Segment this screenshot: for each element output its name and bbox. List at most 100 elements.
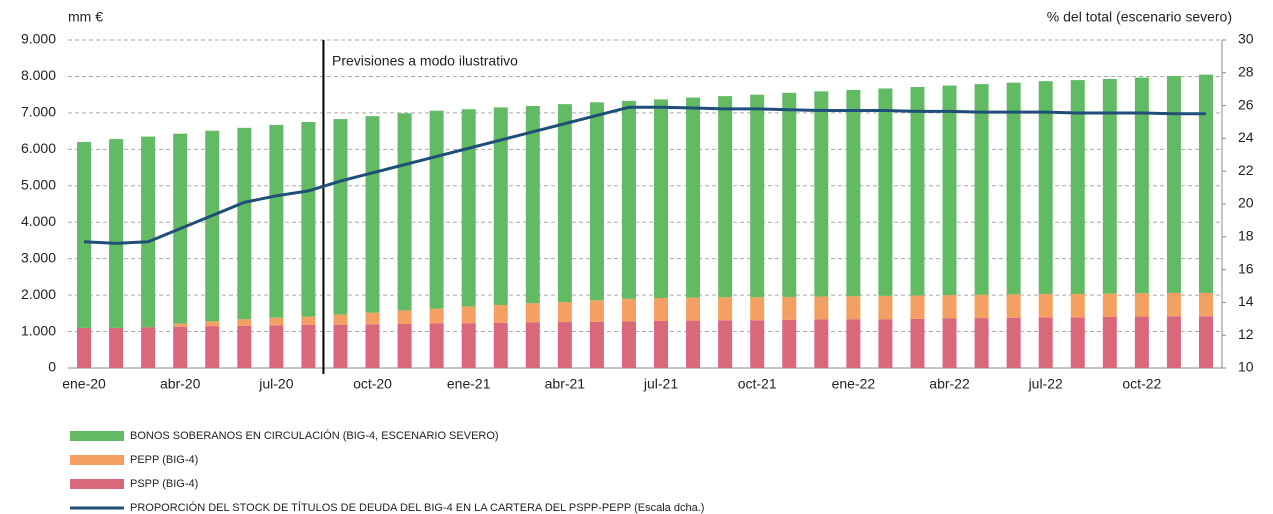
bar — [1134, 77, 1149, 294]
bar — [205, 326, 220, 368]
bar — [301, 316, 316, 325]
bar — [429, 323, 444, 368]
bar — [718, 96, 733, 298]
bar — [237, 319, 252, 326]
annotation: Previsiones a modo ilustrativo — [332, 53, 518, 69]
bar — [205, 130, 220, 322]
bar — [782, 319, 797, 368]
bar — [493, 322, 508, 368]
line-series — [83, 105, 1206, 245]
bar — [718, 297, 733, 321]
bar — [461, 109, 476, 307]
y-axis-label: mm € — [68, 9, 103, 25]
bar — [1070, 80, 1085, 295]
bar — [878, 88, 893, 296]
bar — [1070, 317, 1085, 368]
bar — [814, 319, 829, 368]
bar — [461, 323, 476, 368]
y-tick-label: 7.000 — [21, 104, 56, 120]
bar — [750, 94, 765, 298]
bar — [557, 322, 572, 368]
x-tick-label: jul-20 — [258, 376, 293, 392]
bar — [397, 310, 412, 324]
x-tick-label: oct-22 — [1122, 376, 1161, 392]
bar — [493, 107, 508, 305]
bar — [1102, 316, 1117, 368]
bar — [1006, 317, 1021, 368]
bar — [77, 142, 92, 328]
bar — [173, 323, 188, 327]
bar — [141, 327, 156, 368]
bar — [1166, 316, 1181, 368]
bar — [654, 320, 669, 368]
bar — [525, 105, 540, 304]
bar — [205, 321, 220, 327]
x-tick-label: abr-20 — [160, 376, 201, 392]
x-tick-label: ene-22 — [832, 376, 876, 392]
legend-label: BONOS SOBERANOS EN CIRCULACIÓN (BIG-4, E… — [130, 429, 499, 442]
bar — [269, 124, 284, 318]
bar — [1102, 293, 1117, 317]
legend-label: PEPP (BIG-4) — [130, 454, 198, 466]
bar — [942, 85, 957, 296]
bar — [525, 303, 540, 323]
bar — [493, 304, 508, 323]
bar — [397, 323, 412, 368]
bar — [1038, 317, 1053, 368]
x-tick-label: abr-21 — [545, 376, 586, 392]
bar — [1166, 292, 1181, 317]
bar — [974, 318, 989, 368]
y-tick-label: 9.000 — [21, 31, 56, 47]
legend-swatch — [70, 479, 124, 489]
y-tick-label: 6.000 — [21, 140, 56, 156]
bar — [814, 91, 829, 297]
bar — [910, 87, 925, 296]
bar — [557, 302, 572, 323]
bar — [750, 320, 765, 368]
legend-label: PSPP (BIG-4) — [130, 478, 198, 490]
y-tick-label: 8.000 — [21, 67, 56, 83]
bar — [878, 319, 893, 368]
x-tick-label: jul-21 — [643, 376, 678, 392]
bar — [686, 297, 701, 321]
bar — [237, 325, 252, 368]
bar — [1006, 294, 1021, 318]
bar — [365, 116, 380, 313]
y2-tick-label: 28 — [1238, 64, 1254, 80]
bar — [654, 99, 669, 299]
bar — [1198, 74, 1213, 293]
y-tick-label: 1.000 — [21, 322, 56, 338]
bar — [333, 324, 348, 368]
bar — [1038, 294, 1053, 318]
y2-tick-label: 22 — [1238, 162, 1254, 178]
x-tick-label: oct-21 — [738, 376, 777, 392]
bar — [1006, 82, 1021, 295]
bar — [237, 127, 252, 320]
y2-tick-label: 24 — [1238, 129, 1254, 145]
bar — [589, 300, 604, 322]
bar — [942, 295, 957, 319]
y2-tick-label: 10 — [1238, 359, 1254, 375]
bar — [910, 295, 925, 319]
x-tick-label: ene-20 — [62, 376, 106, 392]
bar — [782, 296, 797, 320]
bar — [365, 312, 380, 325]
x-tick-label: oct-20 — [353, 376, 392, 392]
y2-tick-label: 26 — [1238, 96, 1254, 112]
bar — [1198, 316, 1213, 368]
bar — [621, 100, 636, 299]
bar — [846, 89, 861, 297]
legend-swatch — [70, 431, 124, 441]
y2-tick-label: 16 — [1238, 260, 1254, 276]
y2-tick-label: 18 — [1238, 228, 1254, 244]
bar — [301, 324, 316, 368]
y2-tick-label: 12 — [1238, 326, 1254, 342]
x-tick-label: abr-22 — [929, 376, 970, 392]
y-tick-label: 3.000 — [21, 249, 56, 265]
bar — [301, 122, 316, 317]
y-tick-label: 4.000 — [21, 213, 56, 229]
x-tick-label: jul-22 — [1028, 376, 1063, 392]
y2-tick-label: 20 — [1238, 195, 1254, 211]
bar — [1134, 293, 1149, 317]
bar — [846, 296, 861, 320]
